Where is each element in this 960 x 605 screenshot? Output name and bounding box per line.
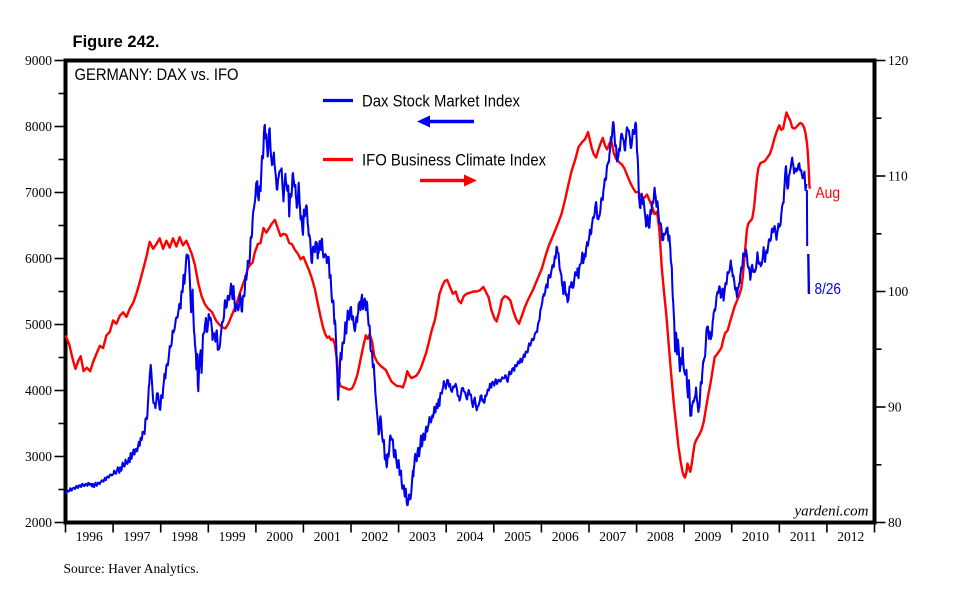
svg-text:1997: 1997 [123,529,150,544]
svg-text:Aug: Aug [816,185,841,202]
svg-text:120: 120 [888,53,909,68]
svg-text:9000: 9000 [25,53,52,68]
svg-text:8000: 8000 [25,119,52,134]
svg-text:2009: 2009 [694,529,721,544]
svg-text:110: 110 [888,169,908,184]
svg-text:90: 90 [888,400,902,415]
svg-text:8/26: 8/26 [815,281,842,298]
svg-text:yardeni.com: yardeni.com [792,504,868,520]
svg-text:7000: 7000 [25,185,52,200]
svg-text:2010: 2010 [742,529,769,544]
svg-text:80: 80 [888,515,902,530]
svg-text:GERMANY: DAX vs. IFO: GERMANY: DAX vs. IFO [75,66,239,84]
svg-text:2001: 2001 [314,529,341,544]
svg-text:2005: 2005 [504,529,531,544]
svg-text:1998: 1998 [171,529,198,544]
svg-text:3000: 3000 [25,449,52,464]
svg-text:2007: 2007 [599,529,626,544]
svg-text:Figure 242.: Figure 242. [73,32,160,51]
svg-text:IFO Business Climate Index: IFO Business Climate Index [362,152,547,170]
svg-text:1996: 1996 [76,529,103,544]
svg-text:Source: Haver Analytics.: Source: Haver Analytics. [64,561,199,576]
svg-text:2006: 2006 [552,529,579,544]
svg-text:1999: 1999 [219,529,246,544]
svg-text:2002: 2002 [361,529,388,544]
svg-text:2000: 2000 [25,515,52,530]
svg-text:100: 100 [888,284,909,299]
svg-text:2003: 2003 [409,529,436,544]
svg-text:Dax Stock Market Index: Dax Stock Market Index [362,93,521,111]
svg-text:5000: 5000 [25,317,52,332]
svg-text:4000: 4000 [25,383,52,398]
svg-text:2004: 2004 [457,529,484,544]
svg-text:2008: 2008 [647,529,674,544]
svg-text:2011: 2011 [790,529,817,544]
svg-text:2012: 2012 [837,529,864,544]
svg-text:6000: 6000 [25,251,52,266]
svg-text:2000: 2000 [266,529,293,544]
